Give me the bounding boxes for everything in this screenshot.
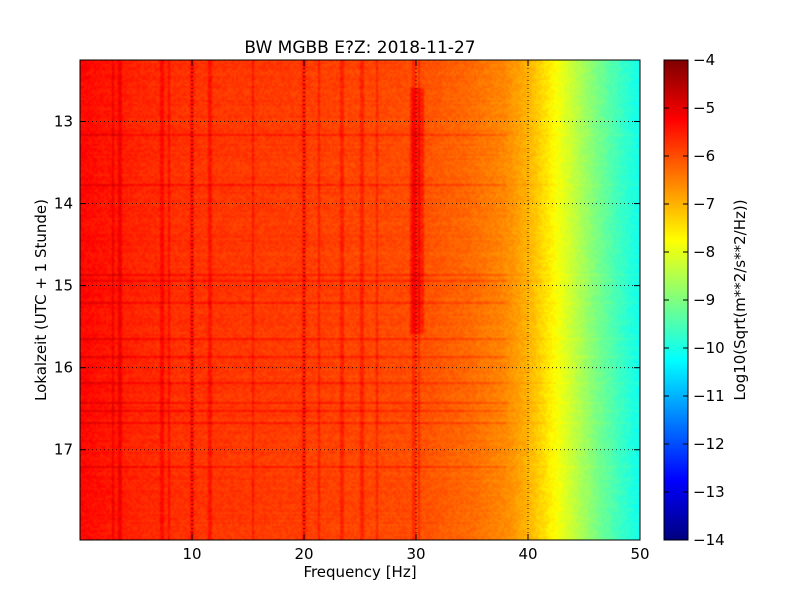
plot-frame	[79, 59, 641, 541]
colorbar: −4 −5 −6 −7 −8 −9 −10 −11 −12 −13 −14 Log10(Sqrt(m…	[663, 51, 749, 549]
x-tick-label: 40	[518, 545, 537, 563]
colorbar-tick-label: −5	[693, 99, 715, 117]
chart-title: BW MGBB E?Z: 2018-11-27	[244, 38, 475, 58]
x-axis-ticks: 10 20 30 40 50	[182, 60, 650, 563]
colorbar-tick-label: −6	[693, 147, 715, 165]
y-tick-label: 15	[54, 277, 73, 295]
y-tick-label: 14	[54, 195, 73, 213]
x-tick-label: 20	[294, 545, 313, 563]
colorbar-tick-label: −13	[693, 483, 725, 501]
colorbar-tick-label: −8	[693, 243, 715, 261]
x-tick-label: 30	[406, 545, 425, 563]
x-axis-label: Frequency [Hz]	[303, 563, 416, 581]
y-tick-label: 16	[54, 359, 73, 377]
y-tick-label: 17	[54, 441, 73, 459]
colorbar-tick-label: −9	[693, 291, 715, 309]
plot-area	[80, 60, 640, 540]
colorbar-tick-label: −7	[693, 195, 715, 213]
colorbar-tick-label: −12	[693, 435, 725, 453]
grid-lines	[80, 60, 640, 540]
y-axis-label: Lokalzeit (UTC + 1 Stunde)	[32, 199, 50, 401]
y-tick-label: 13	[54, 113, 73, 131]
x-tick-label: 10	[182, 545, 201, 563]
colorbar-tick-label: −14	[693, 531, 725, 549]
x-tick-label: 50	[630, 545, 649, 563]
colorbar-tick-label: −10	[693, 339, 725, 357]
colorbar-tick-label: −4	[693, 51, 715, 69]
colorbar-label: Log10(Sqrt(m**2/s**2/Hz))	[731, 199, 749, 400]
y-axis-ticks: 13 14 15 16 17	[54, 113, 640, 459]
colorbar-ticks: −4 −5 −6 −7 −8 −9 −10 −11 −12 −13 −14	[664, 51, 725, 549]
colorbar-tick-label: −11	[693, 387, 725, 405]
spectrogram-heatmap	[80, 60, 640, 540]
